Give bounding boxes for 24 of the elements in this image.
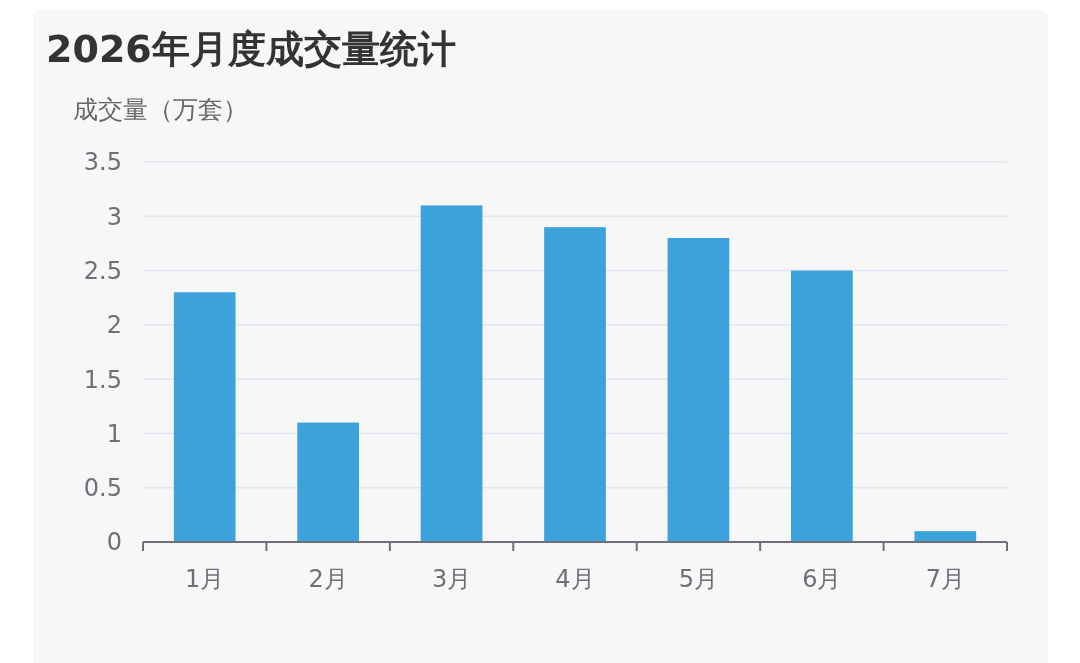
- bar: [544, 227, 606, 542]
- bar: [667, 238, 730, 542]
- bar: [420, 205, 483, 542]
- chart-title: 2026年月度成交量统计: [46, 27, 456, 71]
- bar: [173, 292, 236, 542]
- y-tick-label: 0.5: [83, 474, 122, 503]
- bar: [791, 270, 853, 542]
- y-tick-label: 3: [106, 202, 122, 231]
- bar: [914, 531, 977, 542]
- x-tick-label: 2月: [308, 565, 348, 593]
- y-tick-label: 2.5: [83, 256, 122, 285]
- y-tick-label: 1: [106, 419, 122, 448]
- y-tick-label: 3.5: [83, 148, 122, 177]
- y-tick-label: 2: [106, 311, 122, 340]
- x-tick-label: 5月: [678, 565, 719, 593]
- bar: [297, 422, 359, 542]
- y-tick-label: 0: [106, 528, 122, 557]
- x-tick-label: 4月: [555, 565, 595, 593]
- x-tick-label: 7月: [925, 565, 965, 593]
- x-tick-label: 3月: [431, 565, 472, 593]
- y-axis-title: 成交量（万套）: [73, 95, 248, 124]
- x-tick-label: 6月: [802, 565, 842, 593]
- x-tick-label: 1月: [185, 565, 225, 593]
- y-tick-label: 1.5: [83, 365, 122, 394]
